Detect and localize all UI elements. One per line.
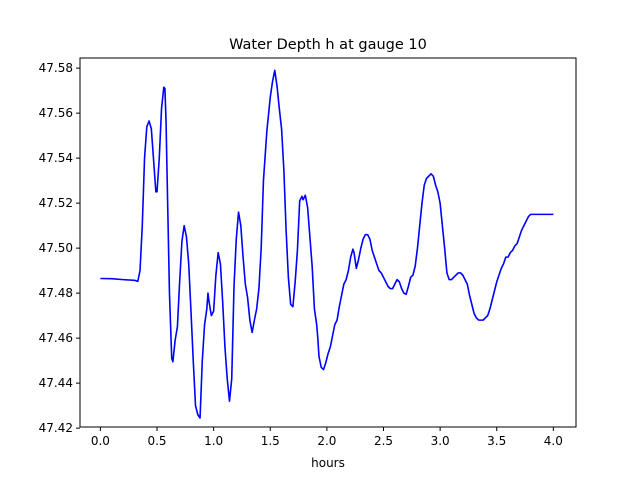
y-tick-label: 47.46 [39, 331, 73, 345]
x-tick-label: 2.5 [374, 434, 393, 448]
chart-title: Water Depth h at gauge 10 [229, 37, 427, 53]
y-axis: 47.42 47.44 47.46 47.48 47.50 47.52 47.54 47.56… [39, 61, 80, 435]
series-line [100, 69, 554, 419]
axes-frame [79, 57, 577, 428]
x-tick-label: 3.0 [431, 434, 450, 448]
y-tick-label: 47.44 [39, 376, 73, 390]
x-axis-label: hours [311, 456, 345, 470]
y-tick-label: 47.58 [39, 61, 73, 75]
plot-area: 0.0 0.5 1.0 1.5 2.0 2.5 3.0 3.5 4.0 47.4247.4447… [39, 57, 577, 448]
x-tick-label: 3.5 [487, 434, 506, 448]
x-axis: 0.0 0.5 1.0 1.5 2.0 2.5 3.0 3.5 4.0 [91, 427, 563, 448]
x-tick-label: 0.5 [147, 434, 166, 448]
x-tick-label: 1.5 [261, 434, 280, 448]
y-tick-label: 47.42 [39, 421, 73, 435]
x-tick-label: 2.0 [317, 434, 336, 448]
y-tick-label: 47.48 [39, 286, 73, 300]
y-tick-label: 47.50 [39, 241, 73, 255]
x-tick-label: 0.0 [91, 434, 110, 448]
y-tick-label: 47.52 [39, 196, 73, 210]
y-tick-label: 47.56 [39, 106, 73, 120]
x-tick-label: 4.0 [544, 434, 563, 448]
x-tick-label: 1.0 [204, 434, 223, 448]
y-tick-label: 47.54 [39, 151, 73, 165]
